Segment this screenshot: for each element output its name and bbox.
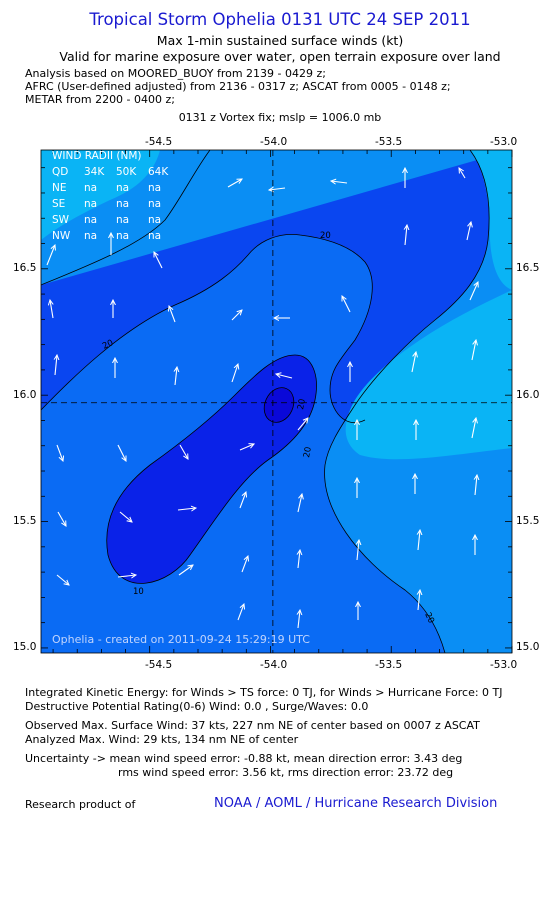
wind-vector-arrow bbox=[475, 475, 477, 496]
wind-vector-arrow bbox=[117, 444, 126, 461]
map-title: Tropical Storm Ophelia 0131 UTC 24 SEP 2… bbox=[89, 10, 471, 29]
wind-core bbox=[264, 387, 294, 423]
wind-vector-arrow bbox=[231, 310, 242, 321]
bottom-lon-tick: -54.5 bbox=[145, 659, 173, 671]
ike-line: Integrated Kinetic Energy: for Winds > T… bbox=[25, 686, 503, 699]
left-lat-tick: 16.0 bbox=[13, 389, 37, 401]
wind-vector-arrow bbox=[56, 444, 63, 461]
wind-vector-arrow bbox=[269, 188, 286, 190]
map-subtitle: Max 1-min sustained surface winds (kt) bbox=[156, 33, 404, 48]
analysis-line-3: METAR from 2200 - 0400 z; bbox=[25, 93, 175, 106]
top-lon-tick: -54.0 bbox=[260, 136, 288, 148]
right-lat-tick: 16.0 bbox=[516, 389, 540, 401]
vortex-fix: 0131 z Vortex fix; mslp = 1006.0 mb bbox=[178, 111, 382, 124]
wind-vector-arrow bbox=[276, 374, 293, 379]
wind-vector-arrow bbox=[459, 168, 466, 179]
bottom-lon-tick: -53.0 bbox=[490, 659, 518, 671]
wind-vector-arrow bbox=[56, 574, 69, 585]
wind-vector-arrow bbox=[298, 610, 300, 629]
contour-label: 20 bbox=[101, 338, 115, 352]
left-lat-tick: 15.0 bbox=[13, 641, 37, 653]
wind-vector-arrow bbox=[175, 367, 177, 386]
valid-line: Valid for marine exposure over water, op… bbox=[59, 49, 501, 64]
analysis-line-2: AFRC (User-defined adjusted) from 2136 -… bbox=[25, 80, 451, 93]
wind-band-darkest bbox=[106, 355, 317, 584]
uncertainty-line-2: rms wind speed error: 3.56 kt, rms direc… bbox=[118, 766, 454, 779]
wind-vector-arrow bbox=[239, 444, 254, 451]
wind-vector-arrow bbox=[237, 604, 244, 621]
dpr-line: Destructive Potential Rating(0-6) Wind: … bbox=[25, 700, 369, 713]
wind-radii-row: NE na na na bbox=[52, 182, 162, 194]
wind-vector-arrow bbox=[298, 550, 300, 569]
bottom-lon-tick: -53.5 bbox=[375, 659, 403, 671]
right-lat-tick: 15.5 bbox=[516, 515, 540, 527]
wind-band-light-right bbox=[345, 290, 512, 460]
wind-vector-arrow bbox=[357, 540, 359, 561]
wind-vector-arrow bbox=[119, 511, 132, 522]
wind-radii-row: SE na na na bbox=[52, 198, 162, 210]
wind-vector-arrow bbox=[178, 565, 193, 576]
wind-vector-arrow bbox=[177, 508, 196, 510]
wind-vector-arrow bbox=[418, 530, 420, 551]
wind-vector-arrow bbox=[55, 355, 57, 376]
wind-vector-arrow bbox=[471, 340, 476, 361]
top-lon-tick: -54.5 bbox=[145, 136, 173, 148]
right-lat-tick: 15.0 bbox=[516, 641, 540, 653]
wind-vector-arrow bbox=[471, 418, 476, 439]
wind-vector-arrow bbox=[57, 511, 66, 526]
contour-label: 20 bbox=[302, 446, 314, 458]
wind-vector-arrow bbox=[179, 444, 188, 459]
wind-vector-arrow bbox=[297, 418, 308, 431]
wind-contours bbox=[41, 150, 512, 653]
wind-vector-arrow bbox=[469, 282, 478, 301]
contour-label: 20 bbox=[296, 398, 308, 410]
wind-vector-arrow bbox=[239, 492, 246, 509]
contour-label: 10 bbox=[133, 587, 144, 597]
bottom-lon-tick: -54.0 bbox=[260, 659, 288, 671]
wind-vector-arrow bbox=[154, 252, 163, 269]
wind-band-light bbox=[41, 150, 160, 240]
wind-band-medium bbox=[41, 150, 512, 653]
wind-vector-arrow bbox=[466, 222, 471, 241]
wind-vector-arrow bbox=[227, 179, 242, 188]
wind-map: 20 20 10 20 20 20 Ophelia - created on 2… bbox=[40, 149, 513, 654]
wind-radii-table: WIND RADII (NM) QD 34K 50K 64K NE na na na SE n… bbox=[52, 150, 180, 246]
wind-vector-arrow bbox=[342, 296, 351, 313]
uncertainty-line-1: Uncertainty -> mean wind speed error: -0… bbox=[25, 752, 463, 765]
map-credit: Ophelia - created on 2011-09-24 15:29:19… bbox=[52, 633, 310, 646]
observed-max-line: Observed Max. Surface Wind: 37 kts, 227 … bbox=[25, 719, 480, 732]
wind-vector-arrow bbox=[46, 245, 55, 266]
left-lat-tick: 15.5 bbox=[13, 515, 37, 527]
analysis-line-1: Analysis based on MOORED_BUOY from 2139 … bbox=[25, 67, 326, 80]
wind-vector-arrow bbox=[297, 494, 302, 513]
wind-vector-arrow bbox=[231, 364, 238, 383]
wind-radii-row: SW na na na bbox=[52, 214, 162, 226]
plot-frame bbox=[40, 149, 513, 654]
wind-vector-arrow bbox=[50, 300, 53, 319]
right-lat-tick: 16.5 bbox=[516, 262, 540, 274]
contour-label: 20 bbox=[320, 231, 331, 241]
noaa-link[interactable]: NOAA / AOML / Hurricane Research Divisio… bbox=[214, 796, 498, 811]
left-lat-tick: 16.5 bbox=[13, 262, 37, 274]
research-label: Research product of bbox=[25, 798, 136, 811]
wind-vector-arrow bbox=[411, 352, 416, 373]
contour-label: 20 bbox=[422, 611, 436, 625]
analyzed-max-line: Analyzed Max. Wind: 29 kts, 134 nm NE of… bbox=[25, 733, 299, 746]
wind-radii-row: NW na na na bbox=[52, 230, 162, 242]
top-lon-tick: -53.5 bbox=[375, 136, 403, 148]
wind-radii-title: WIND RADII (NM) bbox=[52, 150, 142, 162]
wind-band-light-upper bbox=[470, 150, 512, 290]
wind-radii-header: QD 34K 50K 64K bbox=[52, 166, 169, 178]
wind-vector-arrow bbox=[117, 575, 136, 577]
wind-vector-arrow bbox=[241, 556, 248, 573]
wind-vector-arrow bbox=[169, 306, 176, 323]
wind-vector-arrow bbox=[331, 181, 348, 183]
wind-vector-arrow bbox=[418, 590, 420, 611]
wind-vector-arrow bbox=[405, 225, 407, 246]
top-lon-tick: -53.0 bbox=[490, 136, 518, 148]
